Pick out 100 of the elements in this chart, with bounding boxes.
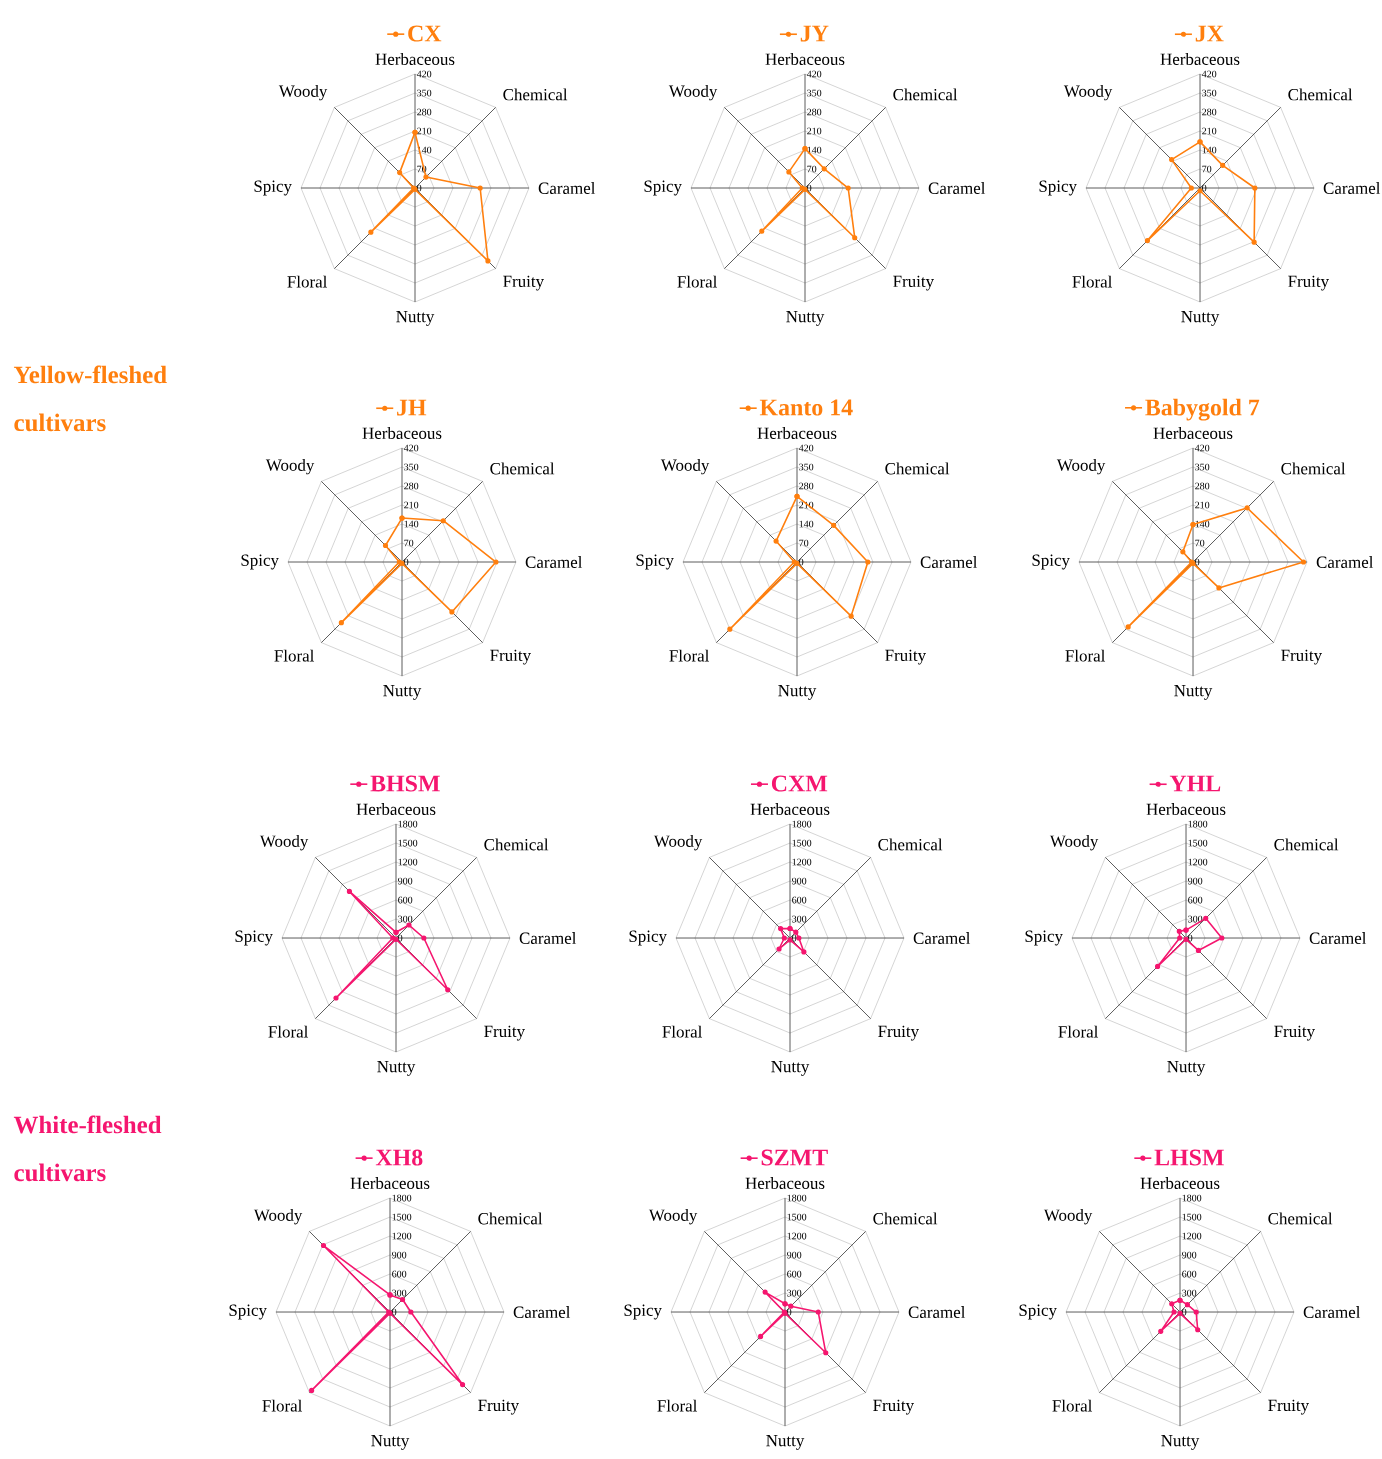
y-tick-label: 420 xyxy=(1194,444,1210,452)
y-tick-label: 300 xyxy=(787,1289,802,1297)
y-tick-label: 1200 xyxy=(392,1232,412,1240)
spoke-label: Fruity xyxy=(490,649,531,665)
spoke-label: Caramel xyxy=(538,182,596,194)
spoke-label: Spicy xyxy=(241,554,279,570)
y-tick-label: 1200 xyxy=(792,858,812,866)
y-tick-label: 140 xyxy=(799,520,814,528)
legend-label: CXM xyxy=(771,775,828,792)
spoke-label: Herbaceous xyxy=(757,427,837,439)
spoke-label: Nutty xyxy=(377,1061,416,1076)
legend-label: CX xyxy=(408,25,442,42)
y-tick-label: 1500 xyxy=(1188,839,1208,847)
spoke-label: Fruity xyxy=(1288,275,1330,291)
y-tick-label: 0 xyxy=(792,934,797,942)
spoke-label: Woody xyxy=(265,458,315,475)
y-tick-label: 210 xyxy=(404,501,419,509)
y-tick-label: 1800 xyxy=(392,1194,412,1202)
y-tick-label: 420 xyxy=(1201,70,1217,78)
spoke-label: Floral xyxy=(274,649,315,662)
spoke-label: Nutty xyxy=(383,685,422,700)
spoke-label: Fruity xyxy=(1268,1399,1310,1415)
y-tick-label: 70 xyxy=(404,539,414,547)
spoke-label: Herbaceous xyxy=(350,1177,430,1189)
legend-label: YHL xyxy=(1169,775,1221,792)
spoke-label: Floral xyxy=(268,1025,309,1038)
spoke-label: Nutty xyxy=(766,1435,805,1450)
y-tick-label: 1500 xyxy=(792,839,812,847)
spoke-label: Herbaceous xyxy=(1160,53,1240,65)
y-tick-label: 1800 xyxy=(792,820,812,828)
spoke-label: Woody xyxy=(648,1208,698,1225)
y-tick-label: 350 xyxy=(1202,89,1217,97)
y-tick-label: 600 xyxy=(792,896,807,904)
y-tick-label: 0 xyxy=(392,1308,397,1316)
y-tick-label: 210 xyxy=(1195,501,1210,509)
spoke-label: Caramel xyxy=(519,932,577,944)
spoke-label: Herbaceous xyxy=(362,427,442,439)
spoke-label: Floral xyxy=(677,275,718,288)
spoke-label: Woody xyxy=(668,84,718,101)
text: White-fleshed cultivars xyxy=(13,1115,162,1182)
spoke-label: Chemical xyxy=(503,88,568,101)
y-tick-label: 210 xyxy=(1202,127,1217,135)
y-tick-label: 350 xyxy=(799,463,814,471)
spoke-label: Nutty xyxy=(1161,1435,1200,1450)
y-tick-label: 1200 xyxy=(1188,858,1208,866)
y-tick-label: 0 xyxy=(417,184,422,192)
y-tick-label: 70 xyxy=(807,165,817,173)
spoke-label: Herbaceous xyxy=(1146,803,1226,815)
spoke-label: Fruity xyxy=(503,275,544,291)
spoke-label: Nutty xyxy=(778,685,817,700)
spoke-label: Fruity xyxy=(1274,1025,1316,1041)
spoke-label: Caramel xyxy=(913,932,971,944)
y-tick-label: 70 xyxy=(799,539,809,547)
y-tick-label: 0 xyxy=(1188,934,1193,942)
spoke-label: Herbaceous xyxy=(750,803,830,815)
spoke-label: Woody xyxy=(278,84,328,101)
y-tick-label: 900 xyxy=(1188,877,1203,885)
spoke-label: Floral xyxy=(287,275,328,288)
y-tick-label: 900 xyxy=(392,1251,407,1259)
spoke-label: Spicy xyxy=(624,1304,662,1320)
spoke-label: Herbaceous xyxy=(1140,1177,1220,1189)
y-tick-label: 1800 xyxy=(398,820,418,828)
spoke-label: Caramel xyxy=(920,556,978,568)
y-tick-label: 0 xyxy=(404,558,409,566)
spoke-label: Fruity xyxy=(878,1025,920,1041)
spoke-label: Chemical xyxy=(1288,88,1353,101)
spoke-label: Floral xyxy=(662,1025,703,1038)
spoke-label: Floral xyxy=(657,1399,698,1412)
spoke-label: Fruity xyxy=(885,649,927,665)
y-tick-label: 900 xyxy=(1182,1251,1197,1259)
y-tick-label: 0 xyxy=(1195,558,1200,566)
y-tick-label: 0 xyxy=(807,184,812,192)
spoke-label: Fruity xyxy=(893,275,935,291)
spoke-label: Chemical xyxy=(478,1212,543,1225)
y-tick-label: 280 xyxy=(799,482,814,490)
spoke-label: Chemical xyxy=(1268,1212,1333,1225)
legend-label: Babygold 7 xyxy=(1145,398,1260,421)
y-tick-label: 350 xyxy=(1195,463,1210,471)
spoke-label: Caramel xyxy=(1316,556,1374,568)
y-tick-label: 420 xyxy=(403,444,419,452)
spoke-label: Woody xyxy=(653,834,703,851)
spoke-label: Nutty xyxy=(1181,311,1220,326)
y-tick-label: 280 xyxy=(1195,482,1210,490)
spoke-label: Spicy xyxy=(1019,1304,1057,1320)
y-tick-label: 0 xyxy=(1202,184,1207,192)
spoke-label: Floral xyxy=(669,649,710,662)
spoke-label: Chemical xyxy=(885,462,950,475)
y-tick-label: 280 xyxy=(404,482,419,490)
legend-label: JX xyxy=(1195,25,1224,42)
y-tick-label: 1500 xyxy=(398,839,418,847)
spoke-label: Chemical xyxy=(484,838,549,851)
spoke-label: Chemical xyxy=(1281,462,1346,475)
spoke-label: Woody xyxy=(1049,834,1099,851)
spoke-label: Nutty xyxy=(396,311,435,326)
spoke-label: Herbaceous xyxy=(356,803,436,815)
y-tick-label: 350 xyxy=(404,463,419,471)
y-tick-label: 600 xyxy=(1188,896,1203,904)
spoke-label: Fruity xyxy=(1281,649,1323,665)
y-tick-label: 900 xyxy=(787,1251,802,1259)
spoke-label: Woody xyxy=(253,1208,303,1225)
